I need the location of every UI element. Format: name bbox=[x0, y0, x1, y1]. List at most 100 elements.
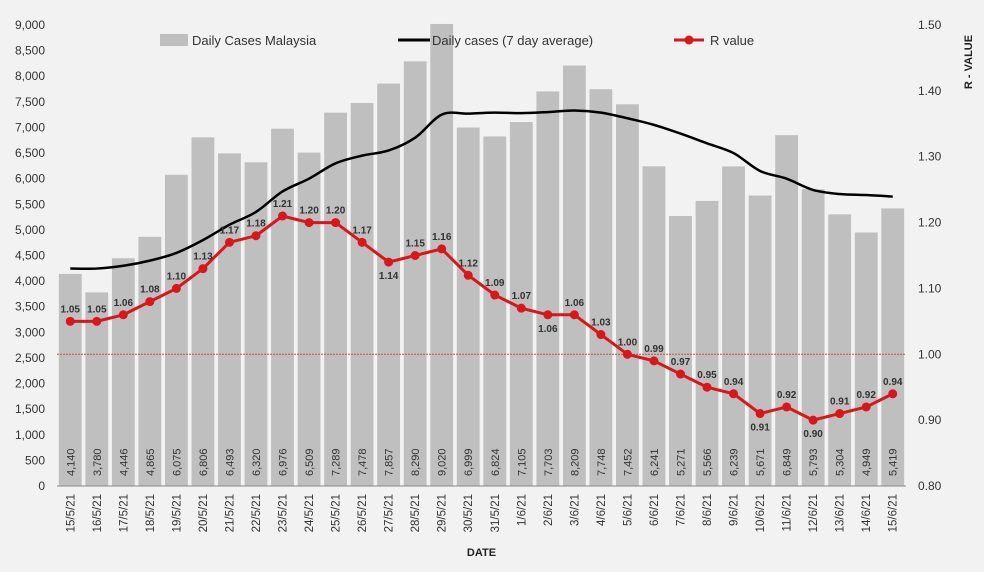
bar-value-label: 4,865 bbox=[145, 448, 157, 476]
x-axis-tick-label: 2/6/21 bbox=[543, 494, 555, 526]
bar-value-label: 6,241 bbox=[649, 448, 661, 476]
r-value-label: 1.17 bbox=[352, 225, 372, 236]
bar-value-label: 6,976 bbox=[278, 448, 290, 476]
x-axis-tick-label: 7/6/21 bbox=[675, 494, 687, 526]
r-value-label: 0.94 bbox=[883, 377, 903, 388]
left-axis-tick-label: 5,000 bbox=[15, 223, 45, 237]
left-axis-tick-label: 500 bbox=[25, 453, 45, 467]
x-axis-tick-label: 17/5/21 bbox=[118, 494, 130, 532]
bar bbox=[722, 166, 745, 486]
bar-value-label: 7,748 bbox=[596, 448, 608, 476]
bar-value-label: 6,849 bbox=[782, 448, 794, 476]
bar-value-label: 7,105 bbox=[516, 448, 528, 476]
bar bbox=[642, 166, 666, 486]
r-value-label: 1.06 bbox=[565, 298, 585, 309]
bar bbox=[271, 128, 294, 487]
bar bbox=[164, 174, 188, 486]
r-value-point bbox=[861, 402, 871, 412]
r-value-label: 1.12 bbox=[459, 258, 479, 269]
r-value-point bbox=[357, 237, 367, 247]
r-value-point bbox=[543, 310, 553, 320]
bar bbox=[456, 127, 480, 486]
bar-value-label: 5,304 bbox=[835, 448, 847, 476]
left-axis-tick-label: 8,000 bbox=[15, 69, 45, 83]
bar-value-label: 6,824 bbox=[490, 448, 502, 476]
r-value-point bbox=[835, 409, 845, 419]
r-value-label: 1.10 bbox=[167, 271, 187, 282]
r-value-label: 1.07 bbox=[512, 291, 532, 302]
left-axis-tick-label: 8,500 bbox=[15, 44, 45, 58]
left-axis-tick-label: 1,000 bbox=[15, 428, 45, 442]
bar-value-label: 5,671 bbox=[755, 448, 767, 476]
x-axis-tick-label: 25/5/21 bbox=[331, 494, 343, 532]
r-value-label: 0.94 bbox=[724, 377, 744, 388]
bar bbox=[562, 65, 586, 486]
r-value-label: 1.03 bbox=[591, 318, 611, 329]
x-axis-tick-label: 6/6/21 bbox=[649, 494, 661, 526]
bar bbox=[695, 200, 719, 487]
r-value-label: 0.95 bbox=[697, 370, 717, 381]
bar-value-label: 6,509 bbox=[304, 448, 316, 476]
right-axis-tick-label: 1.40 bbox=[918, 84, 942, 98]
left-axis-tick-label: 3,000 bbox=[15, 325, 45, 339]
r-value-point bbox=[251, 231, 261, 241]
bar-value-label: 9,020 bbox=[437, 448, 449, 476]
r-value-label: 1.21 bbox=[273, 199, 293, 210]
x-axis-tick-label: 9/6/21 bbox=[729, 494, 741, 526]
r-value-point bbox=[596, 330, 606, 340]
r-value-point bbox=[384, 257, 394, 267]
r-value-label: 1.16 bbox=[432, 232, 452, 243]
x-axis-tick-label: 23/5/21 bbox=[278, 494, 290, 532]
plot-area: 4,140 3,780 4,446 4,865 6,075 6,806 6,493 6,320… bbox=[57, 23, 906, 487]
r-value-label: 0.92 bbox=[777, 390, 797, 401]
x-axis-tick-label: 15/5/21 bbox=[65, 494, 77, 532]
bar bbox=[218, 153, 241, 486]
x-axis-tick-label: 29/5/21 bbox=[437, 494, 449, 532]
bar-value-label: 6,999 bbox=[463, 448, 475, 476]
r-value-point bbox=[569, 310, 579, 320]
right-axis-tick-label: 1.20 bbox=[918, 216, 942, 230]
r-value-label: 1.06 bbox=[538, 324, 558, 335]
x-axis-tick-label: 11/6/21 bbox=[782, 494, 794, 532]
r-value-point bbox=[888, 389, 898, 399]
r-value-point bbox=[622, 349, 632, 359]
x-axis-tick-label: 30/5/21 bbox=[463, 494, 475, 532]
r-value-point bbox=[331, 218, 341, 228]
bar bbox=[324, 112, 347, 486]
legend-swatch-daily-cases bbox=[160, 34, 188, 46]
bar-value-label: 7,452 bbox=[622, 448, 634, 476]
bar bbox=[854, 232, 878, 486]
left-axis-tick-label: 3,500 bbox=[15, 300, 45, 314]
bar-value-label: 7,857 bbox=[384, 448, 396, 476]
x-axis-tick-label: 22/5/21 bbox=[251, 494, 263, 532]
r-value-point bbox=[171, 283, 181, 293]
left-axis-tick-label: 2,000 bbox=[15, 377, 45, 391]
r-value-label: 1.05 bbox=[61, 304, 81, 315]
r-value-label: 1.00 bbox=[618, 337, 638, 348]
r-value-point bbox=[729, 389, 739, 399]
r-value-point bbox=[808, 415, 818, 425]
right-axis-tick-label: 1.10 bbox=[918, 281, 942, 295]
bar bbox=[748, 195, 772, 486]
right-axis-tick-label: 1.50 bbox=[918, 18, 942, 32]
bar bbox=[297, 152, 321, 487]
r-value-point bbox=[224, 237, 234, 247]
bar-value-label: 6,806 bbox=[198, 448, 210, 476]
r-value-line bbox=[70, 214, 894, 422]
r-value-point bbox=[410, 251, 420, 260]
r-value-label: 0.99 bbox=[644, 344, 664, 355]
x-axis-tick-label: 8/6/21 bbox=[702, 494, 714, 526]
r-value-label: 1.06 bbox=[114, 298, 134, 309]
right-axis-tick-label: 1.00 bbox=[918, 347, 942, 361]
bar-value-label: 6,493 bbox=[224, 448, 236, 476]
r-value-label: 1.20 bbox=[326, 206, 346, 217]
r-value-label: 1.14 bbox=[379, 271, 399, 282]
left-axis-tick-label: 7,000 bbox=[15, 120, 45, 134]
left-axis-tick-label: 1,500 bbox=[15, 402, 45, 416]
r-value-label: 1.17 bbox=[220, 225, 240, 236]
bar bbox=[589, 89, 613, 486]
r-value-point bbox=[490, 290, 500, 300]
x-axis-tick-label: 15/6/21 bbox=[888, 494, 900, 532]
r-value-label: 1.18 bbox=[246, 219, 266, 230]
